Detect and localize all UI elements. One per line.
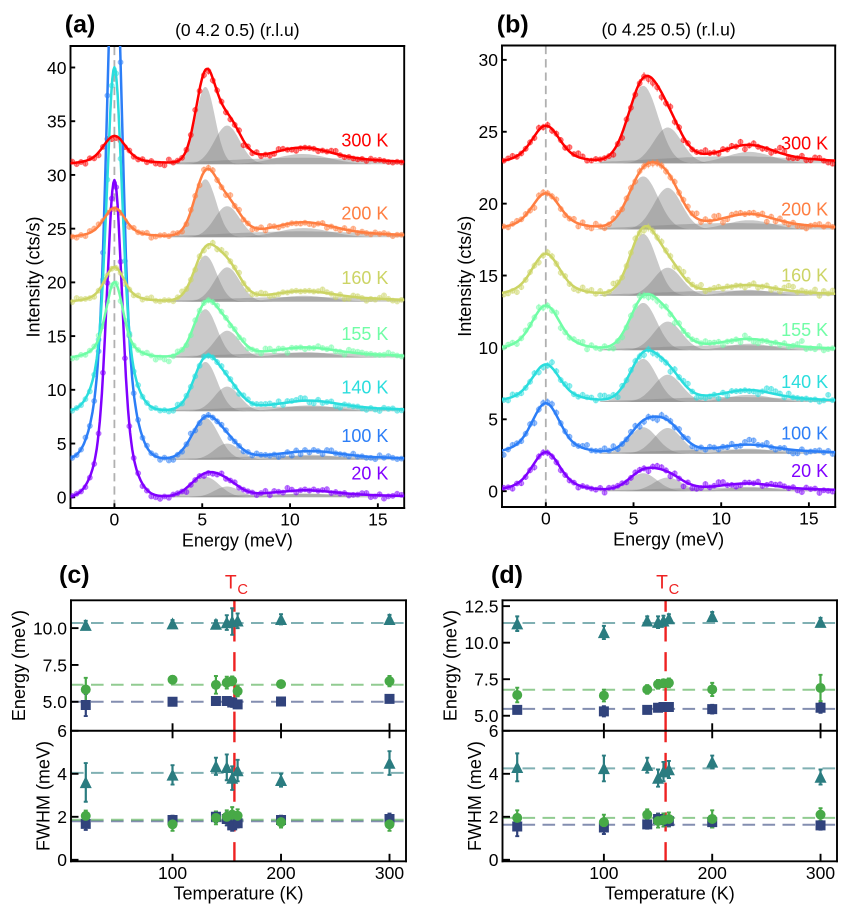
svg-text:T: T — [656, 573, 668, 594]
svg-text:Temperature (K): Temperature (K) — [605, 884, 735, 904]
svg-text:200: 200 — [698, 863, 727, 883]
svg-text:15: 15 — [799, 509, 818, 529]
svg-text:10.0: 10.0 — [464, 633, 498, 653]
svg-text:0: 0 — [541, 509, 551, 529]
svg-text:(c): (c) — [59, 561, 90, 589]
svg-text:160 K: 160 K — [781, 266, 828, 286]
svg-text:300 K: 300 K — [341, 130, 388, 150]
svg-text:Temperature (K): Temperature (K) — [173, 884, 303, 904]
svg-text:155 K: 155 K — [341, 324, 388, 344]
svg-text:Energy (meV): Energy (meV) — [441, 610, 461, 721]
svg-text:Energy (meV): Energy (meV) — [9, 610, 29, 721]
svg-text:10: 10 — [711, 509, 731, 529]
svg-text:25: 25 — [47, 219, 66, 239]
svg-text:12.5: 12.5 — [464, 596, 498, 616]
svg-text:100 K: 100 K — [781, 424, 828, 444]
svg-text:30: 30 — [479, 50, 499, 70]
svg-text:4: 4 — [489, 764, 499, 784]
svg-text:(0 4.2 0.5) (r.l.u): (0 4.2 0.5) (r.l.u) — [175, 20, 300, 40]
svg-text:5: 5 — [488, 410, 498, 430]
svg-text:15: 15 — [479, 266, 498, 286]
svg-text:6: 6 — [489, 721, 499, 741]
svg-text:140 K: 140 K — [781, 372, 828, 392]
svg-text:0: 0 — [110, 510, 120, 530]
svg-text:C: C — [237, 582, 248, 598]
svg-text:200 K: 200 K — [341, 204, 388, 224]
svg-text:2: 2 — [489, 807, 499, 827]
svg-text:Intensity (cts/s): Intensity (cts/s) — [23, 216, 43, 337]
svg-text:7.5: 7.5 — [474, 670, 498, 690]
svg-text:5.0: 5.0 — [474, 706, 499, 726]
svg-text:25: 25 — [479, 122, 498, 142]
svg-text:6: 6 — [57, 721, 67, 741]
svg-text:100 K: 100 K — [341, 426, 388, 446]
svg-text:2: 2 — [57, 807, 67, 827]
svg-text:(d): (d) — [491, 561, 523, 589]
svg-text:140 K: 140 K — [341, 378, 388, 398]
svg-text:155 K: 155 K — [781, 320, 828, 340]
svg-text:200 K: 200 K — [781, 199, 828, 219]
svg-text:20 K: 20 K — [351, 464, 388, 484]
svg-text:5.0: 5.0 — [43, 692, 68, 712]
svg-text:Energy (meV): Energy (meV) — [182, 530, 293, 550]
svg-text:0: 0 — [489, 850, 499, 870]
svg-text:15: 15 — [368, 510, 387, 530]
svg-text:20 K: 20 K — [791, 461, 828, 481]
svg-text:20: 20 — [479, 194, 499, 214]
svg-text:5: 5 — [57, 434, 67, 454]
svg-text:160 K: 160 K — [341, 268, 388, 288]
svg-text:20: 20 — [47, 273, 67, 293]
svg-text:5: 5 — [197, 510, 207, 530]
svg-text:200: 200 — [266, 863, 295, 883]
svg-text:T: T — [225, 573, 237, 594]
svg-text:35: 35 — [47, 112, 66, 132]
svg-text:10: 10 — [47, 380, 67, 400]
svg-text:100: 100 — [589, 863, 618, 883]
svg-text:10: 10 — [280, 510, 300, 530]
svg-text:FWHM (meV): FWHM (meV) — [465, 741, 485, 851]
svg-text:15: 15 — [47, 326, 66, 346]
svg-text:Intensity (cts/s): Intensity (cts/s) — [455, 216, 475, 337]
svg-text:(0 4.25 0.5) (r.l.u): (0 4.25 0.5) (r.l.u) — [601, 20, 735, 40]
svg-text:30: 30 — [47, 165, 67, 185]
svg-text:40: 40 — [47, 58, 67, 78]
svg-text:10.0: 10.0 — [33, 618, 67, 638]
svg-text:4: 4 — [57, 764, 67, 784]
svg-text:FWHM (meV): FWHM (meV) — [34, 741, 54, 851]
svg-text:0: 0 — [57, 488, 67, 508]
svg-text:100: 100 — [158, 863, 187, 883]
svg-text:C: C — [669, 582, 680, 598]
svg-text:(a): (a) — [65, 10, 96, 38]
svg-text:5: 5 — [629, 509, 639, 529]
svg-text:(b): (b) — [497, 10, 529, 38]
svg-text:300 K: 300 K — [781, 133, 828, 153]
svg-text:Energy (meV): Energy (meV) — [613, 529, 724, 549]
svg-text:0: 0 — [57, 850, 67, 870]
svg-text:300: 300 — [806, 863, 835, 883]
svg-text:300: 300 — [375, 863, 404, 883]
svg-text:0: 0 — [488, 482, 498, 502]
svg-text:7.5: 7.5 — [43, 655, 67, 675]
svg-text:10: 10 — [479, 338, 499, 358]
